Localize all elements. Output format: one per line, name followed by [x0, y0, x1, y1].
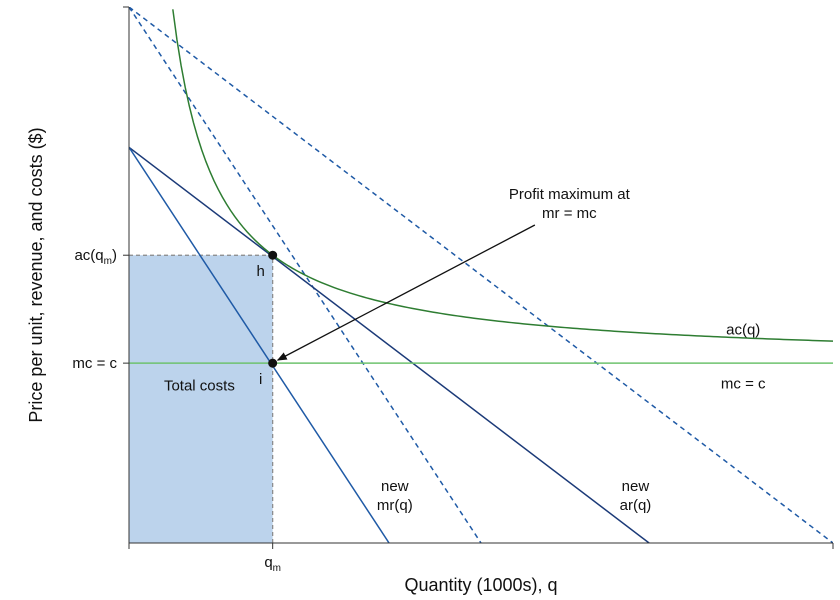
- y-tick-label-0: ac(qm): [74, 247, 117, 267]
- series-ac-line: [172, 9, 833, 342]
- x-tick-label-main: q: [264, 554, 272, 571]
- curve-label-mr-new-line-1: mr(q): [377, 497, 413, 514]
- annotation-profit-max-line-1: mr = mc: [542, 205, 597, 222]
- point-layer: [268, 250, 278, 368]
- series-ar-new-line: [129, 146, 650, 543]
- y-tick-label-1: mc = c: [72, 355, 117, 372]
- series-mr-new-line: [129, 146, 390, 543]
- y-tick-label-sub: m: [104, 256, 112, 267]
- curve-label-mr-new-line-0: new: [381, 478, 409, 495]
- x-tick-label-sub: m: [273, 563, 281, 574]
- y-tick-label-main: mc = c: [72, 355, 117, 372]
- x-axis-title: Quantity (1000s), q: [404, 575, 557, 595]
- annotation-profit-max-line-0: Profit maximum at: [509, 186, 631, 203]
- point-h: [268, 250, 278, 260]
- y-tick-label-tail: ): [112, 247, 117, 264]
- total-costs-area: [129, 255, 273, 543]
- curve-label-ar-new-line-1: ar(q): [620, 497, 652, 514]
- annotation-total-costs-line-0: Total costs: [164, 377, 235, 394]
- shade-layer: [129, 255, 273, 543]
- curve-label-ar-new-line-0: new: [622, 478, 650, 495]
- label-layer: Profit maximum at mr = mc Total costs h i ac(…: [164, 186, 766, 514]
- series-mr-old-line: [129, 7, 482, 543]
- arrow-layer: [276, 224, 536, 361]
- point-label-i: i: [259, 371, 262, 388]
- y-tick-label-main: ac(q: [74, 247, 103, 264]
- x-tick-label-0: qm: [264, 554, 281, 574]
- annotation-profit-max-arrow: [276, 224, 536, 361]
- guide-layer: [129, 254, 274, 543]
- point-label-h: h: [257, 263, 265, 280]
- y-axis-title: Price per unit, revenue, and costs ($): [26, 127, 46, 422]
- curve-label-mc-line-0: mc = c: [721, 375, 766, 392]
- series-ar-old-line: [129, 7, 833, 543]
- point-i: [268, 358, 278, 368]
- curve-label-ac-line-0: ac(q): [726, 321, 760, 338]
- series-layer: [129, 7, 833, 543]
